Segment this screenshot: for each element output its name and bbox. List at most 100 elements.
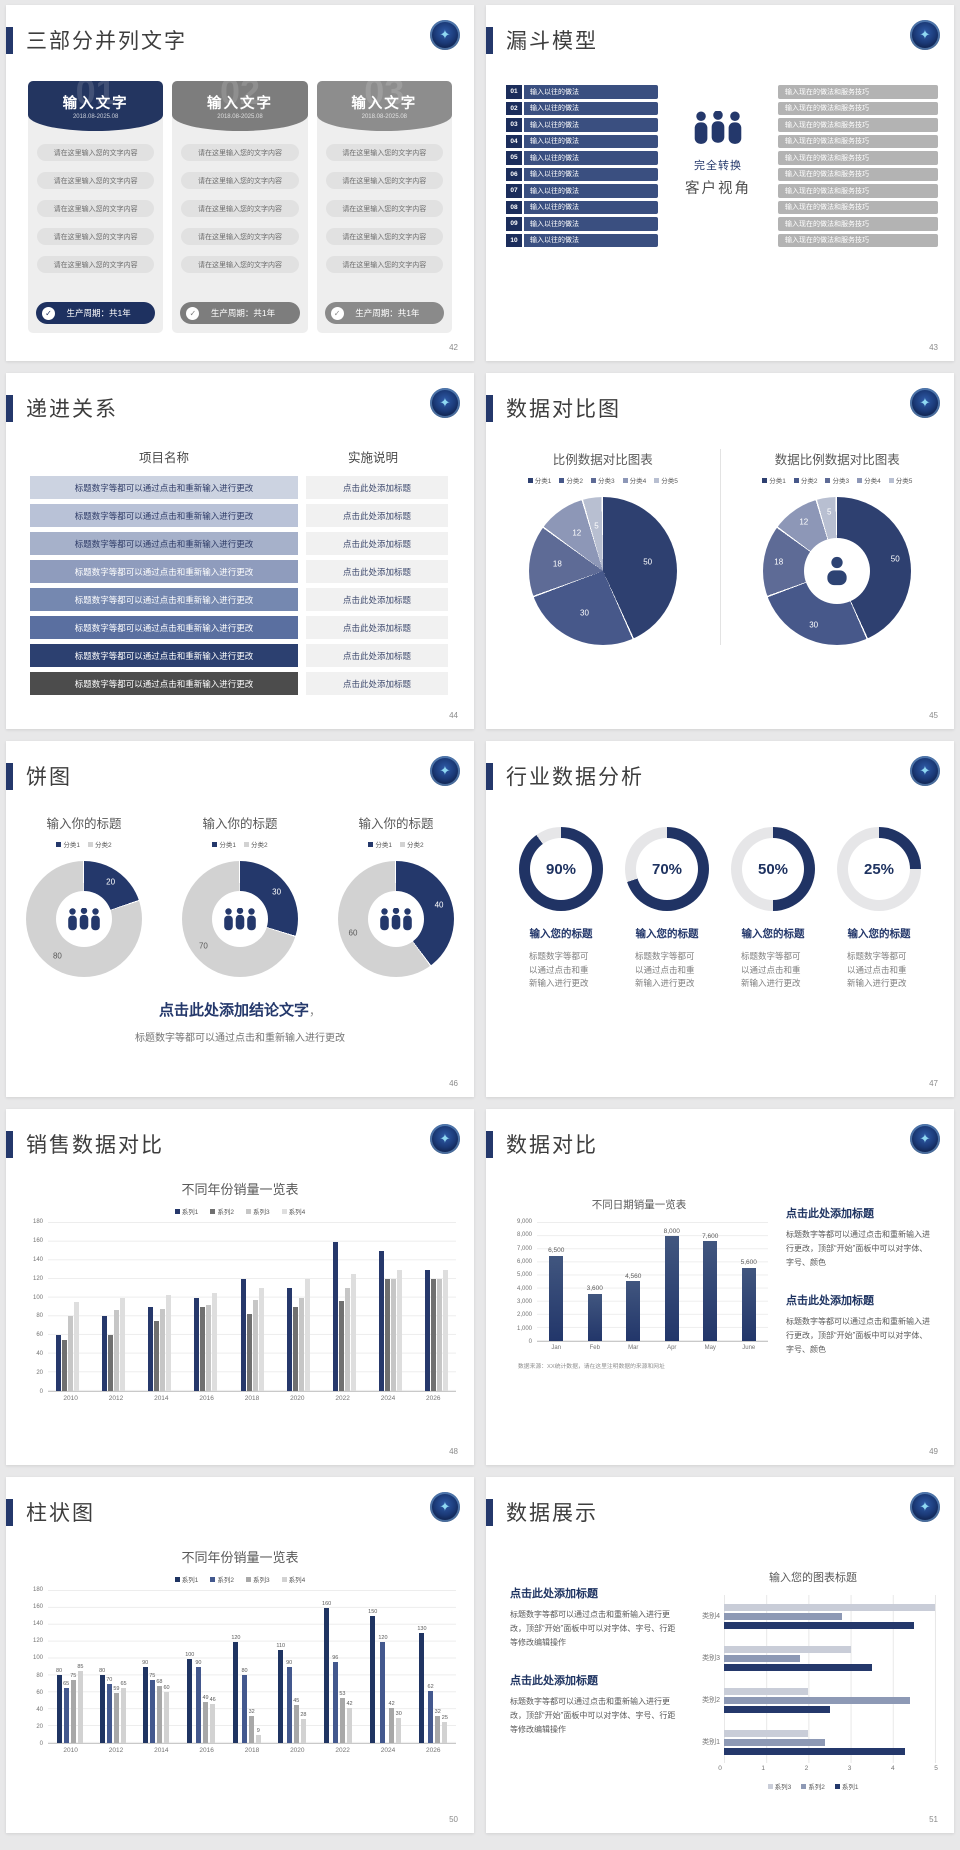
data-label: 5,600 — [740, 1259, 757, 1267]
chart-legend: 分类1 分类2 — [368, 839, 424, 849]
data-label: 28 — [300, 1712, 307, 1719]
y-axis-tick-label: 40 — [36, 1706, 43, 1713]
slice-value-label: 40 — [434, 900, 444, 910]
funnel-step: 06 输入以往的做法 — [506, 167, 658, 181]
y-axis-tick-label: 1,000 — [516, 1325, 532, 1332]
bar-wrapper — [200, 1223, 206, 1391]
bar-wrapper — [258, 1223, 264, 1391]
bar-wrapper — [390, 1223, 396, 1391]
progressive-table: 项目名称 实施说明 标题数字等都可以通过点击和重新输入进行更改 点击此处添加标题标… — [30, 447, 448, 695]
slice-value-label: 70 — [198, 941, 208, 951]
y-axis-tick-label: 0 — [528, 1339, 532, 1345]
y-axis-tick-label: 0 — [39, 1389, 43, 1395]
slide-thumbnail-44[interactable]: 递进关系 项目名称 实施说明 标题数字等都可以通过点击和重新输入进行更改点击此处… — [6, 373, 474, 729]
row-description-cell: 点击此处添加标题 — [306, 672, 448, 695]
gauge-ring: 25% — [837, 827, 921, 911]
bar-wrapper — [120, 1223, 126, 1391]
x-axis-tick-label: Feb — [589, 1345, 600, 1351]
bar — [154, 1321, 160, 1391]
slide-thumbnail-43[interactable]: 漏斗模型 01输入以往的做法02输入以往的做法03输入以往的做法04输入以往的做… — [486, 5, 954, 361]
step-label: 输入以往的做法 — [524, 167, 658, 181]
step-label: 输入以往的做法 — [524, 85, 658, 99]
bar — [384, 1279, 390, 1391]
data-source-note: 数据来源：XX统计数据，请在这里注明数据的来源和网址 — [518, 1364, 665, 1370]
x-axis-tick-label: 2024 — [380, 1747, 396, 1754]
donut-chart: 20 80 — [26, 861, 142, 977]
legend-label: 分类2 — [251, 842, 268, 849]
text-pill: 请在这里输入您的文字内容 — [37, 200, 155, 217]
slide-thumbnail-49[interactable]: 数据对比 不同日期销量一览表 9,000 8,000 7,000 6,000 5,000… — [486, 1109, 954, 1465]
text-block: 点击此处添加标题 标题数字等都可以通过点击和重新输入进行更改，顶部“开始”面板中… — [786, 1292, 930, 1357]
legend-label: 分类4 — [864, 478, 881, 485]
bar — [437, 1279, 442, 1391]
page-number: 48 — [449, 1447, 458, 1456]
bar-wrapper — [443, 1223, 448, 1391]
legend-item: 分类1 — [56, 839, 80, 849]
legend-item: 分类2 — [400, 839, 424, 849]
legend-marker-icon — [801, 1783, 807, 1789]
legend-label: 分类1 — [375, 842, 392, 849]
table-row: 标题数字等都可以通过点击和重新输入进行更改 点击此处添加标题 — [30, 644, 448, 667]
row-description-cell: 点击此处添加标题 — [306, 588, 448, 611]
gauge-caption: 标题数字等都可以通过点击和重新输入进行更改 — [741, 951, 801, 989]
conclusion-block: 点击此处添加结论文字， 标题数字等都可以通过点击和重新输入进行更改 — [6, 999, 474, 1044]
legend-item: 分类1 — [368, 839, 392, 849]
block-heading: 点击此处添加标题 — [786, 1208, 874, 1220]
legend-marker-icon — [212, 841, 218, 847]
bar-group — [332, 1223, 356, 1391]
bar-wrapper: 100 — [185, 1591, 194, 1743]
slide-thumbnail-51[interactable]: 数据展示 点击此处添加标题 标题数字等都可以通过点击和重新输入进行更改，顶部“开… — [486, 1477, 954, 1833]
data-label: 80 — [56, 1668, 63, 1675]
logo-badge-icon — [430, 1124, 460, 1154]
legend-item: 分类2 — [793, 475, 817, 485]
bar-wrapper — [148, 1223, 154, 1391]
legend-item: 分类1 — [527, 475, 551, 485]
bar-wrapper: 9 — [255, 1591, 261, 1743]
card-header: 02 输入文字 2018.08-2025.08 — [172, 81, 308, 131]
bar — [278, 1650, 284, 1743]
y-axis-tick-label: 60 — [36, 1332, 43, 1339]
title-accent-bar — [6, 26, 13, 54]
text-pill: 请在这里输入您的文字内容 — [181, 144, 299, 161]
text-pill: 请在这里输入您的文字内容 — [181, 172, 299, 189]
x-axis-tick-label: 2018 — [244, 1747, 260, 1754]
legend-marker-icon — [762, 477, 768, 483]
gauge-value: 50% — [742, 838, 804, 900]
slice-value-label: 30 — [580, 608, 589, 618]
logo-badge-icon — [430, 1492, 460, 1522]
bar — [293, 1705, 299, 1743]
slide-thumbnail-46[interactable]: 饼图 输入你的标题分类1分类22080输入你的标题分类1分类23070输入你的标… — [6, 741, 474, 1097]
bar-group: 150 120 42 30 — [368, 1591, 402, 1743]
slide-title: 数据展示 — [506, 1502, 598, 1525]
x-axis-tick-label: Apr — [667, 1345, 677, 1351]
text-pill: 请在这里输入您的文字内容 — [181, 228, 299, 245]
data-label: 160 — [322, 1600, 332, 1607]
slide-thumbnail-42[interactable]: 三部分并列文字 01输入文字2018.08-2025.08请在这里输入您的文字内… — [6, 5, 474, 361]
x-axis: Jan Feb Mar Apr May June — [537, 1345, 768, 1351]
slide-thumbnail-47[interactable]: 行业数据分析 90%输入您的标题标题数字等都可以通过点击和重新输入进行更改70%… — [486, 741, 954, 1097]
bar-group — [56, 1223, 79, 1391]
donut-panel: 输入你的标题 分类1 分类2 30 70 — [162, 813, 318, 977]
data-label: 3,600 — [586, 1285, 603, 1293]
card-header: 03 输入文字 2018.08-2025.08 — [316, 81, 452, 131]
logo-badge-icon — [430, 20, 460, 50]
step-number: 08 — [506, 200, 522, 214]
donut-chart: 30 70 — [182, 861, 298, 977]
ghost-number: 03 — [364, 81, 405, 112]
column-header-implementation: 实施说明 — [347, 451, 398, 465]
bar-wrapper — [425, 1223, 430, 1391]
ghost-number: 02 — [219, 81, 261, 112]
legend-item: 分类5 — [654, 475, 678, 485]
slide-header: 行业数据分析 — [486, 741, 954, 791]
slide-thumbnail-48[interactable]: 销售数据对比 不同年份销量一览表 系列1 系列2 系列3 系列4 0 20 40 60 80 1… — [6, 1109, 474, 1465]
row-description-cell: 点击此处添加标题 — [306, 616, 448, 639]
title-accent-bar — [6, 1498, 13, 1526]
card-footer: ✓ 生产周期：共1年 — [324, 302, 444, 324]
step-label: 输入以往的做法 — [524, 217, 658, 231]
legend-marker-icon — [590, 477, 596, 483]
bar-wrapper: 80 — [56, 1591, 62, 1743]
donut-panel: 输入你的标题 分类1 分类2 20 80 — [6, 813, 162, 977]
block-body: 标题数字等都可以通过点击和重新输入进行更改，顶部“开始”面板中可以对字体、字号、… — [510, 1697, 676, 1734]
